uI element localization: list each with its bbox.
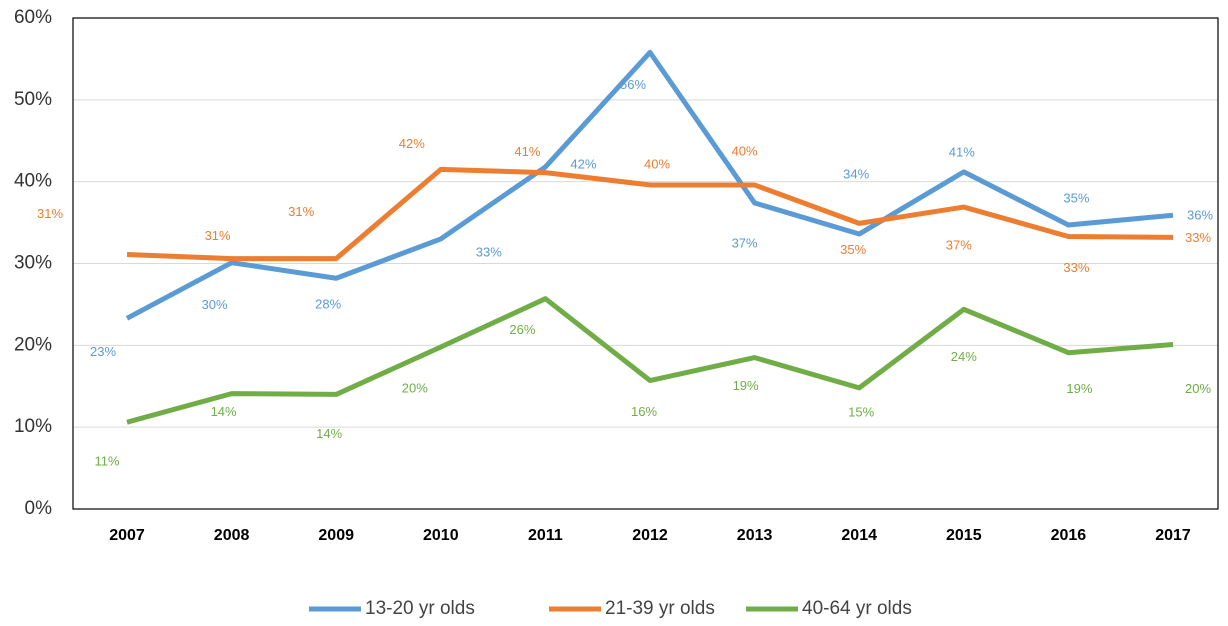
data-label: 33%: [476, 244, 502, 259]
data-label: 20%: [402, 380, 428, 395]
plot-border: [72, 17, 1219, 510]
data-label: 19%: [1066, 381, 1092, 396]
data-label: 30%: [202, 297, 228, 312]
x-tick-label: 2013: [737, 527, 773, 544]
y-tick-label: 20%: [14, 334, 52, 355]
y-tick-label: 0%: [25, 498, 53, 519]
data-label: 37%: [732, 235, 758, 250]
series-line: [126, 166, 1174, 262]
x-tick-label: 2016: [1051, 527, 1087, 544]
data-label: 16%: [631, 404, 657, 419]
series-line: [126, 296, 1174, 425]
series-line: [125, 49, 1174, 321]
x-tick-label: 2012: [632, 527, 668, 544]
x-tick-label: 2007: [109, 527, 145, 544]
data-label: 19%: [733, 378, 759, 393]
y-tick-label: 10%: [14, 416, 52, 437]
y-tick-label: 60%: [14, 7, 52, 28]
data-label: 35%: [1063, 190, 1089, 205]
data-label: 28%: [315, 297, 341, 312]
data-label: 20%: [1185, 381, 1211, 396]
x-tick-label: 2014: [841, 527, 877, 544]
y-tick-label: 40%: [14, 171, 52, 192]
data-label: 33%: [1063, 260, 1089, 275]
legend-label: 13-20 yr olds: [365, 598, 475, 619]
x-tick-label: 2008: [214, 527, 250, 544]
data-label: 34%: [843, 166, 869, 181]
x-tick-label: 2010: [423, 527, 459, 544]
data-label: 33%: [1185, 230, 1211, 245]
data-label: 31%: [288, 204, 314, 219]
y-tick-label: 50%: [14, 89, 52, 110]
data-label: 42%: [570, 156, 596, 171]
legend-label: 21-39 yr olds: [605, 598, 715, 619]
legend-label: 40-64 yr olds: [802, 598, 912, 619]
data-label: 37%: [946, 237, 972, 252]
data-label: 56%: [620, 77, 646, 92]
data-label: 42%: [399, 136, 425, 151]
x-tick-label: 2009: [318, 527, 354, 544]
data-label: 26%: [509, 322, 535, 337]
data-label: 31%: [205, 228, 231, 243]
data-label: 14%: [211, 404, 237, 419]
data-label: 41%: [514, 144, 540, 159]
data-label: 40%: [732, 143, 758, 158]
x-tick-label: 2015: [946, 527, 982, 544]
y-tick-label: 30%: [14, 253, 52, 274]
data-label: 24%: [951, 349, 977, 364]
data-label: 14%: [316, 426, 342, 441]
data-label: 31%: [37, 206, 63, 221]
data-label: 11%: [94, 454, 119, 469]
x-tick-label: 2011: [528, 527, 563, 544]
data-label: 35%: [840, 242, 866, 257]
data-label: 40%: [644, 156, 670, 171]
data-label: 15%: [848, 404, 874, 419]
data-label: 41%: [949, 144, 975, 159]
data-label: 23%: [90, 344, 116, 359]
x-tick-label: 2017: [1155, 527, 1191, 544]
data-label: 36%: [1187, 208, 1213, 223]
